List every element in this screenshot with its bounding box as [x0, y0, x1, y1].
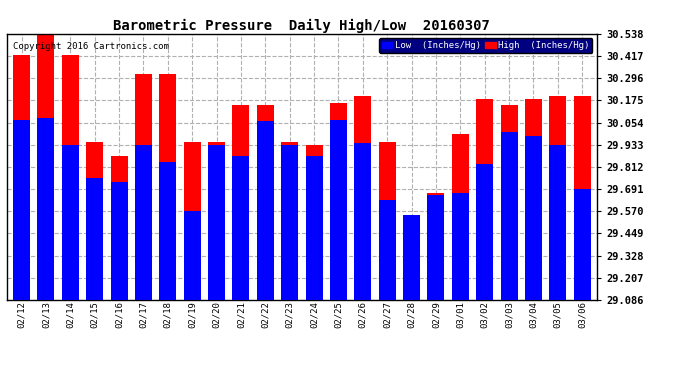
Bar: [379, 142, 396, 300]
Bar: [257, 122, 274, 300]
Bar: [573, 189, 591, 300]
Bar: [476, 164, 493, 300]
Bar: [549, 145, 566, 300]
Bar: [159, 74, 177, 300]
Bar: [110, 156, 128, 300]
Legend: Low  (Inches/Hg), High  (Inches/Hg): Low (Inches/Hg), High (Inches/Hg): [379, 38, 592, 53]
Bar: [37, 33, 55, 300]
Bar: [281, 142, 298, 300]
Bar: [86, 142, 104, 300]
Bar: [573, 96, 591, 300]
Bar: [427, 195, 444, 300]
Bar: [306, 145, 323, 300]
Bar: [500, 105, 518, 300]
Bar: [159, 162, 177, 300]
Bar: [208, 145, 225, 300]
Bar: [549, 96, 566, 300]
Title: Barometric Pressure  Daily High/Low  20160307: Barometric Pressure Daily High/Low 20160…: [113, 18, 491, 33]
Bar: [281, 145, 298, 300]
Bar: [257, 105, 274, 300]
Bar: [525, 136, 542, 300]
Bar: [452, 193, 469, 300]
Bar: [403, 215, 420, 300]
Bar: [233, 156, 250, 300]
Bar: [184, 211, 201, 300]
Bar: [13, 120, 30, 300]
Bar: [525, 99, 542, 300]
Bar: [110, 182, 128, 300]
Bar: [500, 132, 518, 300]
Bar: [379, 200, 396, 300]
Bar: [184, 142, 201, 300]
Bar: [427, 193, 444, 300]
Bar: [37, 118, 55, 300]
Bar: [86, 178, 104, 300]
Bar: [354, 96, 371, 300]
Bar: [61, 145, 79, 300]
Bar: [452, 134, 469, 300]
Bar: [135, 145, 152, 300]
Bar: [330, 120, 347, 300]
Text: Copyright 2016 Cartronics.com: Copyright 2016 Cartronics.com: [13, 42, 168, 51]
Bar: [476, 99, 493, 300]
Bar: [403, 264, 420, 300]
Bar: [61, 56, 79, 300]
Bar: [208, 142, 225, 300]
Bar: [306, 156, 323, 300]
Bar: [233, 105, 250, 300]
Bar: [13, 56, 30, 300]
Bar: [135, 74, 152, 300]
Bar: [330, 103, 347, 300]
Bar: [354, 143, 371, 300]
